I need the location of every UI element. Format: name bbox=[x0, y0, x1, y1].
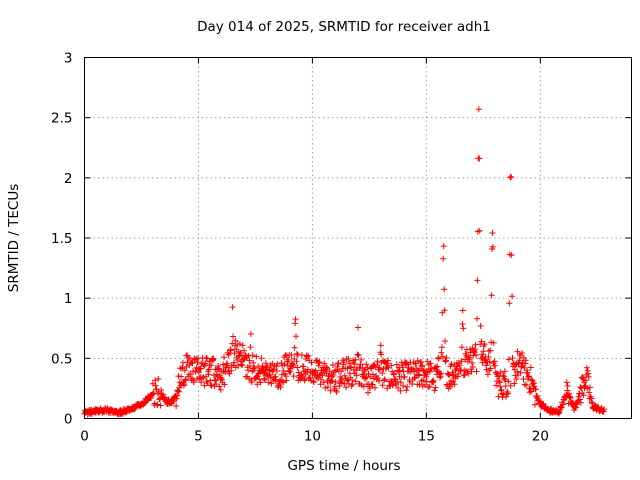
y-tick-label: 2 bbox=[64, 171, 73, 187]
axis-ticks: 0 0.5 1 1.5 2 2.5 3 0 5 10 15 20 bbox=[51, 51, 632, 445]
data-series bbox=[81, 106, 608, 418]
grid bbox=[84, 57, 632, 419]
y-axis-label: SRMTID / TECUs bbox=[6, 184, 22, 292]
y-tick-label: 2.5 bbox=[51, 111, 72, 127]
x-tick-label: 10 bbox=[304, 429, 321, 445]
plot-frame bbox=[84, 57, 632, 419]
y-tick-label: 3 bbox=[64, 51, 73, 67]
x-tick-label: 5 bbox=[194, 429, 203, 445]
y-tick-label: 0.5 bbox=[51, 351, 72, 367]
chart-title: Day 014 of 2025, SRMTID for receiver adh… bbox=[197, 19, 491, 35]
x-tick-label: 20 bbox=[532, 429, 549, 445]
y-tick-label: 0 bbox=[64, 412, 73, 428]
x-tick-label: 0 bbox=[80, 429, 89, 445]
y-tick-label: 1 bbox=[64, 291, 73, 307]
y-tick-label: 1.5 bbox=[51, 231, 72, 247]
series-points bbox=[81, 106, 608, 418]
x-axis-label: GPS time / hours bbox=[287, 458, 400, 474]
x-tick-label: 15 bbox=[418, 429, 435, 445]
